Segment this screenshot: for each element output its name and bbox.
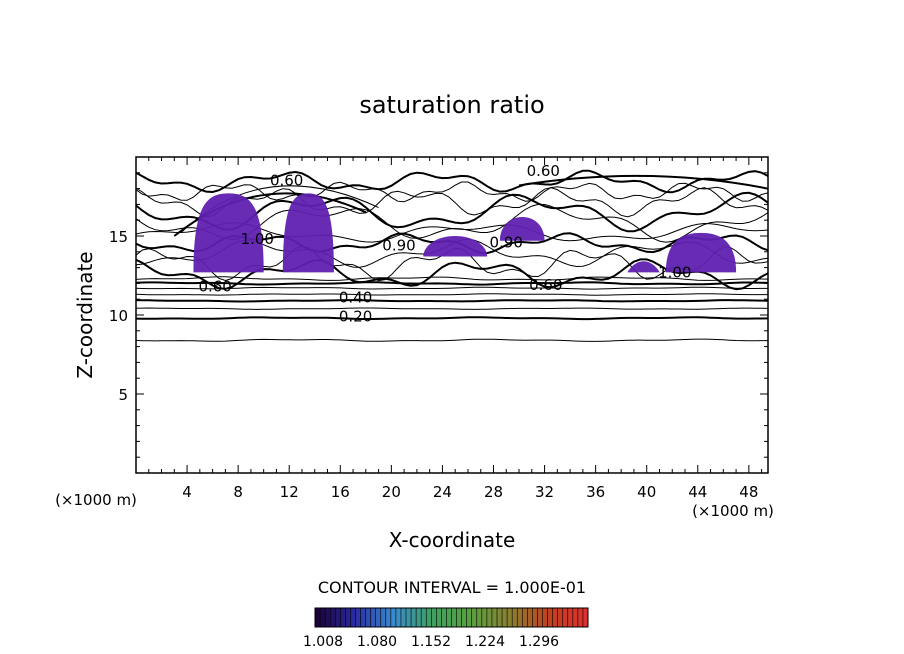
x-tick-label: 40	[637, 483, 656, 501]
supersaturated-region	[423, 236, 488, 257]
supersaturated-region	[193, 193, 264, 273]
contour-line	[136, 258, 768, 291]
x-axis-unit: (×1000 m)	[692, 502, 774, 520]
contour-label: 1.00	[658, 263, 691, 281]
x-tick-label: 12	[280, 483, 299, 501]
contour-label: 0.60	[270, 172, 303, 190]
x-tick-label: 48	[739, 483, 758, 501]
y-axis: 5 10 15	[109, 172, 768, 458]
z-axis-unit: (×1000 m)	[55, 491, 137, 509]
supersaturated-fill	[193, 193, 737, 273]
contour-label: 0.40	[339, 289, 372, 307]
contour-line	[136, 181, 768, 203]
supersaturated-region	[282, 193, 334, 273]
contour-line	[518, 174, 768, 190]
contour-label: 1.00	[241, 230, 274, 248]
contour-line	[136, 281, 768, 286]
x-tick-label: 4	[182, 483, 192, 501]
contour-line	[136, 338, 768, 342]
contour-label: 0.90	[382, 236, 415, 254]
contour-label: 0.60	[198, 278, 231, 296]
colorbar-tick-label: 1.296	[519, 634, 559, 650]
colorbar: 1.008 1.080 1.152 1.224 1.296	[303, 607, 589, 650]
contour-label: 0.60	[527, 162, 560, 180]
x-axis: 4 8 12 16 20 24 28 32 36 40 44 48	[148, 157, 763, 501]
x-tick-label: 24	[433, 483, 452, 501]
contour-line	[136, 307, 768, 310]
contour-line	[136, 299, 768, 303]
contour-line	[136, 316, 768, 321]
y-tick-label: 5	[118, 386, 128, 404]
x-tick-label: 16	[331, 483, 350, 501]
contour-line	[136, 293, 768, 296]
supersaturated-region	[499, 217, 545, 241]
supersaturated-region	[627, 261, 660, 273]
y-axis-title: Z-coordinate	[73, 251, 97, 378]
x-tick-label: 36	[586, 483, 605, 501]
x-tick-label: 28	[484, 483, 503, 501]
contour-label: 0.90	[490, 233, 523, 251]
contour-line	[136, 169, 768, 194]
x-tick-label: 32	[535, 483, 554, 501]
contour-label: 0.20	[339, 308, 372, 326]
colorbar-tick-label: 1.080	[357, 634, 397, 650]
contour-labels: 0.60 0.60 1.00 0.60 0.400.20 0.60 1.00 0.90 0.90	[198, 162, 691, 325]
y-tick-label: 15	[109, 228, 128, 246]
contour-interval: CONTOUR INTERVAL = 1.000E-01	[318, 578, 586, 597]
x-axis-title: X-coordinate	[389, 528, 516, 552]
colorbar-tick-label: 1.224	[465, 634, 505, 650]
supersaturated-region	[665, 232, 737, 273]
colorbar-tick-label: 1.008	[303, 634, 343, 650]
contour-line	[136, 276, 768, 281]
chart-title: saturation ratio	[359, 91, 544, 119]
contour-label: 0.60	[529, 276, 562, 294]
x-tick-label: 44	[688, 483, 707, 501]
colorbar-tick-label: 1.152	[411, 634, 451, 650]
contour-line	[173, 192, 367, 237]
contour-line	[136, 286, 768, 290]
y-tick-label: 10	[109, 307, 128, 325]
x-tick-label: 8	[233, 483, 243, 501]
x-tick-label: 20	[382, 483, 401, 501]
